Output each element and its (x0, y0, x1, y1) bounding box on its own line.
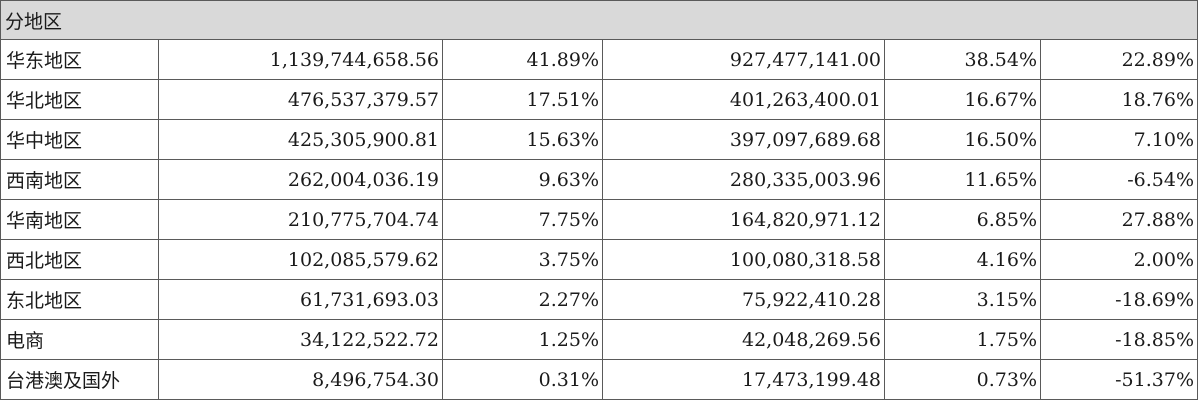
percent-current-cell: 15.63% (442, 119, 603, 160)
region-cell: 华北地区 (0, 79, 159, 120)
region-cell: 西北地区 (0, 239, 159, 280)
amount-current-cell: 210,775,704.74 (158, 199, 443, 240)
amount-current-cell: 8,496,754.30 (158, 359, 443, 400)
header-row: 分地区 (0, 0, 1199, 40)
change-percent-cell: 2.00% (1039, 239, 1199, 280)
amount-current-cell: 61,731,693.03 (158, 279, 443, 320)
change-percent-cell: 7.10% (1039, 119, 1199, 160)
percent-prior-cell: 3.15% (884, 279, 1041, 320)
percent-prior-cell: 11.65% (884, 159, 1041, 200)
table-row: 东北地区 61,731,693.03 2.27% 75,922,410.28 3.15%… (0, 279, 1199, 320)
amount-prior-cell: 42,048,269.56 (602, 319, 885, 360)
region-cell: 电商 (0, 319, 159, 360)
percent-prior-cell: 0.73% (884, 359, 1041, 400)
amount-prior-cell: 100,080,318.58 (602, 239, 885, 280)
percent-prior-cell: 16.50% (884, 119, 1041, 160)
amount-prior-cell: 401,263,400.01 (602, 79, 885, 120)
percent-prior-cell: 6.85% (884, 199, 1041, 240)
amount-prior-cell: 17,473,199.48 (602, 359, 885, 400)
table-row: 台港澳及国外 8,496,754.30 0.31% 17,473,199.48 0.73… (0, 359, 1199, 400)
amount-prior-cell: 927,477,141.00 (602, 39, 885, 80)
change-percent-cell: -51.37% (1039, 359, 1199, 400)
table-row: 华北地区 476,537,379.57 17.51% 401,263,400.01 16… (0, 79, 1199, 120)
region-cell: 西南地区 (0, 159, 159, 200)
amount-current-cell: 102,085,579.62 (158, 239, 443, 280)
amount-prior-cell: 75,922,410.28 (602, 279, 885, 320)
amount-current-cell: 1,139,744,658.56 (158, 39, 443, 80)
change-percent-cell: 27.88% (1039, 199, 1199, 240)
percent-current-cell: 7.75% (442, 199, 603, 240)
amount-current-cell: 476,537,379.57 (158, 79, 443, 120)
amount-current-cell: 262,004,036.19 (158, 159, 443, 200)
region-cell: 华南地区 (0, 199, 159, 240)
percent-current-cell: 17.51% (442, 79, 603, 120)
percent-prior-cell: 1.75% (884, 319, 1041, 360)
percent-current-cell: 3.75% (442, 239, 603, 280)
table-row: 华东地区 1,139,744,658.56 41.89% 927,477,141.00… (0, 39, 1199, 80)
percent-current-cell: 9.63% (442, 159, 603, 200)
table-row: 西北地区 102,085,579.62 3.75% 100,080,318.58 4.1… (0, 239, 1199, 280)
percent-current-cell: 41.89% (442, 39, 603, 80)
region-cell: 东北地区 (0, 279, 159, 320)
change-percent-cell: -18.69% (1039, 279, 1199, 320)
percent-prior-cell: 38.54% (884, 39, 1041, 80)
amount-prior-cell: 397,097,689.68 (602, 119, 885, 160)
table-row: 华中地区 425,305,900.81 15.63% 397,097,689.68 16… (0, 119, 1199, 160)
change-percent-cell: -6.54% (1039, 159, 1199, 200)
table-row: 西南地区 262,004,036.19 9.63% 280,335,003.96 11.… (0, 159, 1199, 200)
amount-current-cell: 34,122,522.72 (158, 319, 443, 360)
table-row: 华南地区 210,775,704.74 7.75% 164,820,971.12 6.8… (0, 199, 1199, 240)
region-cell: 华东地区 (0, 39, 159, 80)
amount-current-cell: 425,305,900.81 (158, 119, 443, 160)
percent-current-cell: 0.31% (442, 359, 603, 400)
amount-prior-cell: 280,335,003.96 (602, 159, 885, 200)
table-row: 电商 34,122,522.72 1.25% 42,048,269.56 1.75% -1… (0, 319, 1199, 360)
percent-prior-cell: 4.16% (884, 239, 1041, 280)
percent-current-cell: 2.27% (442, 279, 603, 320)
region-header: 分地区 (0, 0, 1199, 40)
change-percent-cell: 18.76% (1039, 79, 1199, 120)
percent-current-cell: 1.25% (442, 319, 603, 360)
change-percent-cell: 22.89% (1039, 39, 1199, 80)
region-cell: 华中地区 (0, 119, 159, 160)
amount-prior-cell: 164,820,971.12 (602, 199, 885, 240)
change-percent-cell: -18.85% (1039, 319, 1199, 360)
region-cell: 台港澳及国外 (0, 359, 159, 400)
percent-prior-cell: 16.67% (884, 79, 1041, 120)
